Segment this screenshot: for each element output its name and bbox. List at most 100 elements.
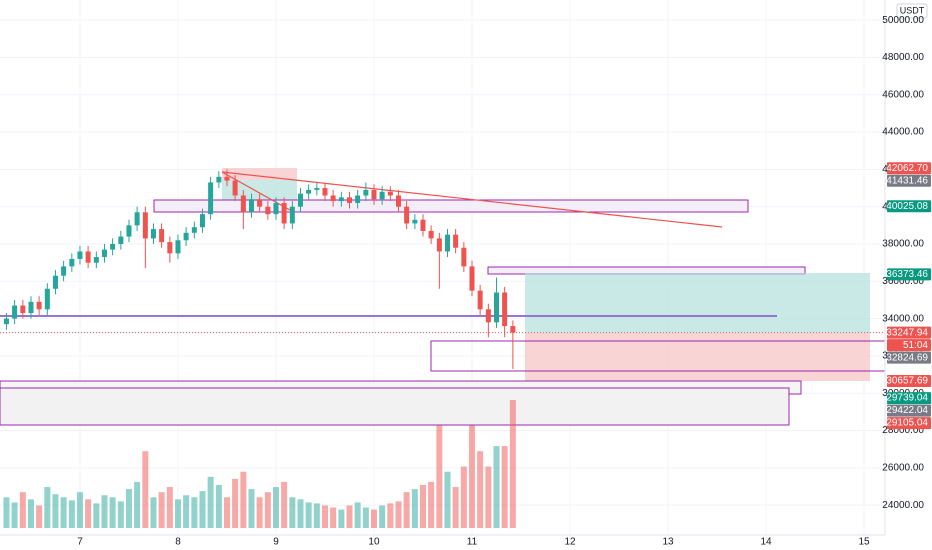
candle-body <box>387 191 393 196</box>
volume-bar <box>166 487 173 528</box>
candle-body <box>453 234 459 248</box>
volume-bar <box>11 502 18 528</box>
candle-body <box>444 234 450 252</box>
x-tick-label: 9 <box>273 537 279 548</box>
take-profit-zone <box>525 273 870 333</box>
candle-body <box>314 188 320 190</box>
volume-bar <box>436 425 443 528</box>
volume-bar <box>183 495 190 528</box>
candle-body <box>469 266 475 291</box>
volume-bar <box>117 501 124 528</box>
volume-bar <box>134 481 141 528</box>
candle-body <box>36 301 42 310</box>
price-tag <box>887 404 931 417</box>
candle-body <box>281 202 287 224</box>
candle-body <box>306 189 312 194</box>
x-tick-label: 14 <box>760 537 772 548</box>
volume-bar <box>52 494 59 528</box>
price-tag <box>887 351 931 364</box>
candle-body <box>93 257 99 263</box>
candle-body <box>363 189 369 196</box>
volume-bar <box>469 425 475 528</box>
y-tick-label: 26000.00 <box>882 462 924 473</box>
candle-body <box>12 305 18 319</box>
candle-body <box>150 229 156 239</box>
price-tag-label: 29105.04 <box>886 418 928 429</box>
candle-body <box>289 206 295 224</box>
candle-body <box>134 212 140 226</box>
y-tick-label: 36000.00 <box>882 276 924 287</box>
candle-body <box>61 266 67 276</box>
y-tick-label: 38000.00 <box>882 239 924 250</box>
candle-body <box>436 238 442 252</box>
volume-bar <box>174 499 181 528</box>
price-tag-label: 32824.69 <box>886 352 928 363</box>
volume <box>3 400 516 528</box>
volume-bar <box>509 400 516 528</box>
volume-bar <box>232 478 239 528</box>
volume-bar <box>477 451 484 528</box>
candle-body <box>477 290 483 310</box>
y-tick-label: 50000.00 <box>882 15 924 26</box>
candle-body <box>159 229 165 243</box>
volume-bar <box>36 505 43 528</box>
volume-bar <box>44 487 51 528</box>
candle-body <box>461 247 467 267</box>
volume-bar <box>68 500 75 528</box>
y-tick-label: 46000.00 <box>882 89 924 100</box>
price-tag-label: 29739.04 <box>886 393 928 404</box>
volume-bar <box>223 497 230 528</box>
volume-bar <box>93 503 100 528</box>
x-tick-label: 10 <box>368 537 380 548</box>
y-tick-label: 24000.00 <box>882 500 924 511</box>
candle-body <box>395 195 401 207</box>
volume-bar <box>395 501 402 528</box>
price-tag-label: 29422.04 <box>886 405 928 416</box>
candle-body <box>273 202 279 215</box>
volume-bar <box>305 502 312 528</box>
price-tag <box>887 392 931 405</box>
candle-body <box>338 197 344 202</box>
candle-body <box>183 232 189 241</box>
volume-bar <box>313 503 320 528</box>
candle-body <box>510 326 516 333</box>
currency-label: USDT <box>900 5 925 15</box>
candle-body <box>232 180 238 196</box>
axes: 50000.0048000.0046000.0044000.0042000.00… <box>77 15 931 548</box>
candle-body <box>265 206 271 215</box>
volume-bar <box>76 492 83 528</box>
candle-body <box>175 240 181 254</box>
countdown-tag <box>887 339 931 352</box>
volume-bar <box>330 507 337 528</box>
candle-body <box>118 236 124 244</box>
price-tag <box>887 268 931 281</box>
candles <box>0 169 885 369</box>
candle-body <box>412 219 418 224</box>
candle-body <box>428 230 434 239</box>
candle-body <box>208 182 214 215</box>
volume-bar <box>125 489 132 528</box>
x-tick-label: 11 <box>467 537 478 548</box>
candle-body <box>126 225 132 237</box>
candle-body <box>257 199 263 207</box>
trend-line <box>221 171 291 211</box>
volume-bar <box>452 487 459 528</box>
price-tag-label: 40025.08 <box>886 201 928 212</box>
candle-body <box>3 318 9 325</box>
volume-bar <box>346 505 353 528</box>
volume-bar <box>150 497 157 528</box>
volume-bar <box>419 484 426 528</box>
price-tag <box>887 374 931 387</box>
candle-body <box>297 193 303 207</box>
volume-bar <box>370 509 377 528</box>
candle-body <box>248 199 254 213</box>
price-tag <box>887 200 931 213</box>
volume-bar <box>297 499 304 528</box>
candle-body <box>69 258 75 267</box>
price-tag <box>887 417 931 430</box>
volume-bar <box>27 499 34 528</box>
volume-bar <box>19 492 26 528</box>
candle-body <box>240 195 246 213</box>
candle-body <box>494 292 500 323</box>
volume-bar <box>85 499 92 528</box>
